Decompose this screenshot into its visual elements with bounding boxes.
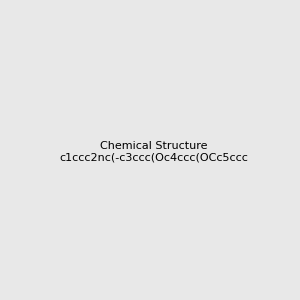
Text: Chemical Structure
c1ccc2nc(-c3ccc(Oc4ccc(OCc5ccc: Chemical Structure c1ccc2nc(-c3ccc(Oc4cc…	[59, 141, 248, 162]
